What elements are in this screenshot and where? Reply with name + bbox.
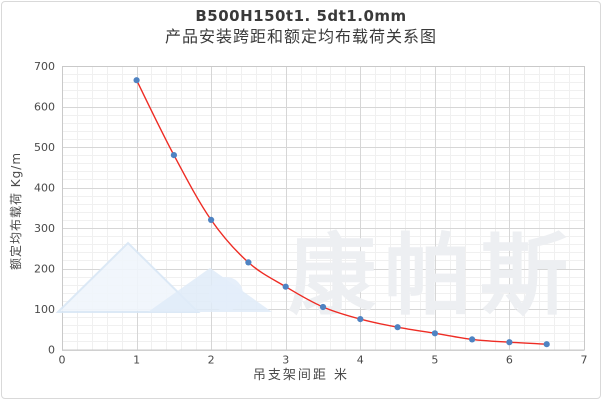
- chart-title: B500H150t1. 5dt1.0mm 产品安装跨距和额定均布载荷关系图: [0, 7, 602, 47]
- plot-border: [62, 66, 585, 351]
- x-tick-label: 1: [133, 354, 140, 367]
- x-tick-label: 0: [59, 354, 66, 367]
- x-tick-label: 7: [581, 354, 588, 367]
- x-tick-label: 6: [506, 354, 513, 367]
- data-point: [282, 283, 289, 290]
- y-axis-title: 额定均布载荷 Kg/m: [9, 151, 23, 271]
- watermark-logo-peak-1: [55, 241, 201, 313]
- watermark-text: 康帕斯: [288, 224, 576, 327]
- y-tick-label: 700: [34, 60, 55, 73]
- x-axis-title: 吊支架间距 米: [252, 368, 350, 383]
- y-tick-label: 500: [34, 141, 55, 154]
- x-tick-label: 5: [431, 354, 438, 367]
- data-point: [543, 341, 550, 348]
- data-point: [394, 324, 401, 331]
- y-tick-label: 0: [48, 344, 55, 357]
- y-tick-label: 100: [34, 303, 55, 316]
- data-point: [431, 330, 438, 337]
- data-point: [357, 316, 364, 323]
- y-tick-label: 600: [34, 101, 55, 114]
- data-point: [319, 303, 327, 311]
- data-point: [245, 259, 252, 266]
- chart-title-subtitle: 产品安装跨距和额定均布载荷关系图: [164, 27, 437, 46]
- watermark-logo-ball: [209, 277, 243, 311]
- data-point: [133, 77, 140, 84]
- x-tick-label: 4: [357, 354, 364, 367]
- data-point: [506, 339, 513, 346]
- y-tick-label: 200: [34, 263, 55, 276]
- chart-title-model: B500H150t1. 5dt1.0mm: [195, 7, 407, 25]
- x-tick-label: 2: [208, 354, 215, 367]
- data-point: [170, 152, 177, 159]
- y-tick-label: 300: [34, 222, 55, 235]
- x-tick-label: 3: [282, 354, 289, 367]
- data-point: [208, 216, 215, 223]
- y-tick-label: 400: [34, 182, 55, 195]
- data-point: [469, 336, 476, 343]
